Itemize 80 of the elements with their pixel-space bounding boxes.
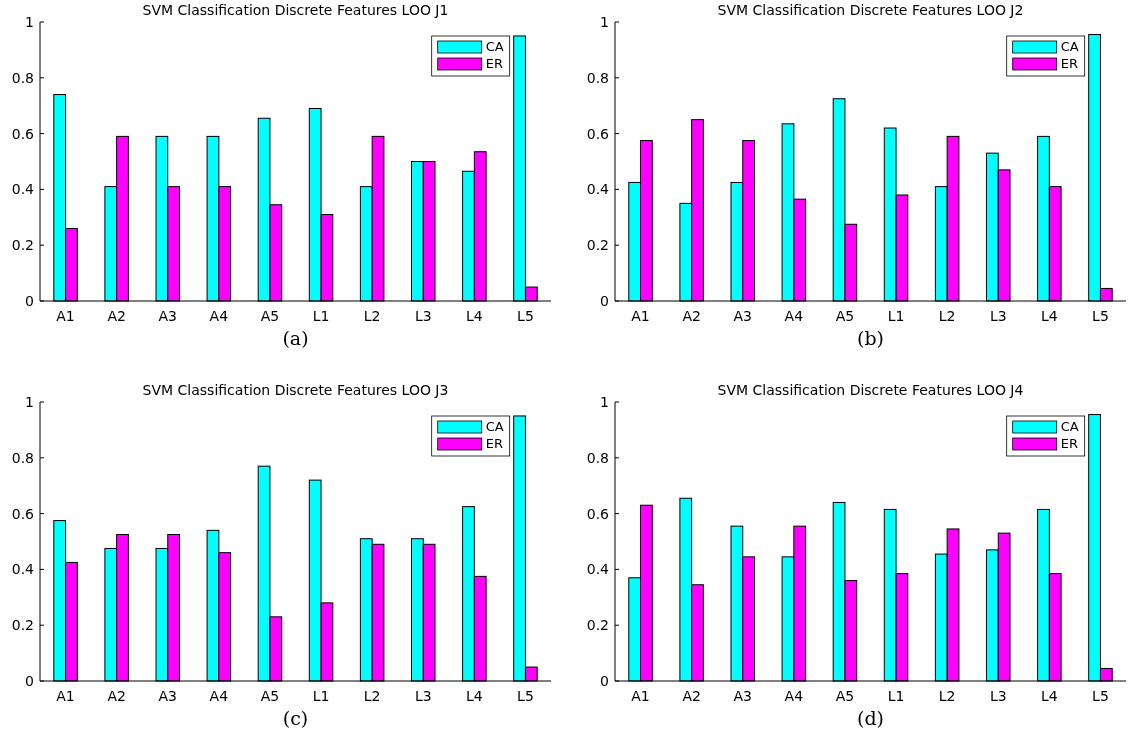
x-tick-label: L2 (363, 688, 381, 704)
text: (b) (857, 327, 884, 349)
text: (a) (282, 327, 309, 349)
x-tick-label: A5 (260, 308, 280, 324)
chart-title: SVM Classification Discrete Features LOO J1 (142, 2, 449, 18)
text: (c) (282, 707, 309, 729)
y-tick-label: 0.2 (586, 617, 609, 634)
x-tick-label: L1 (312, 688, 330, 704)
y-tick-label: 0 (25, 293, 34, 309)
x-tick-label: A3 (158, 308, 177, 324)
x-tick-label: L2 (938, 688, 956, 704)
x-tick-label: A4 (784, 688, 804, 704)
y-tick-label: 1 (25, 14, 34, 30)
legend-label: ER (485, 56, 503, 71)
x-tick-label: A5 (835, 308, 855, 324)
y-tick-label: 0.4 (11, 181, 35, 198)
y-tick-label: 0.4 (11, 561, 35, 578)
y-tick-label: 0.6 (586, 125, 610, 142)
x-tick-label: A4 (209, 308, 229, 324)
y-tick-label: 1 (25, 394, 34, 410)
y-tick-label: 0.8 (11, 69, 34, 86)
x-tick-label: L1 (887, 308, 905, 324)
legend-label: CA (1060, 39, 1079, 54)
x-tick-label: L2 (938, 308, 956, 324)
y-tick-label: 1 (600, 14, 609, 30)
chart-title: SVM Classification Discrete Features LOO J2 (717, 2, 1024, 18)
text: (d) (857, 707, 884, 729)
y-tick-label: 0.4 (586, 181, 610, 198)
y-tick-label: 0.6 (11, 125, 35, 142)
y-tick-label: 0.6 (586, 505, 610, 522)
legend-label: CA (485, 39, 504, 54)
y-tick-label: 0 (600, 673, 609, 689)
y-tick-label: 0.8 (11, 449, 34, 466)
y-tick-label: 0 (600, 293, 609, 309)
legend-label: ER (1060, 436, 1078, 451)
x-tick-label: A2 (107, 308, 126, 324)
x-tick-label: L2 (363, 308, 381, 324)
x-tick-label: L5 (1092, 308, 1109, 324)
y-tick-label: 0.2 (11, 237, 34, 254)
x-tick-label: L5 (517, 308, 534, 324)
x-tick-label: A4 (784, 308, 804, 324)
x-tick-label: A2 (682, 688, 701, 704)
x-tick-label: A1 (56, 688, 75, 704)
x-tick-label: A1 (631, 308, 650, 324)
y-tick-label: 0.4 (586, 561, 610, 578)
y-tick-label: 1 (600, 394, 609, 410)
x-tick-label: L3 (414, 688, 432, 704)
x-tick-label: L4 (465, 688, 483, 704)
x-tick-label: A2 (107, 688, 126, 704)
chart-title: SVM Classification Discrete Features LOO J3 (142, 382, 449, 398)
x-tick-label: L3 (414, 308, 432, 324)
legend-label: ER (1060, 56, 1078, 71)
y-tick-label: 0.8 (586, 69, 609, 86)
x-tick-label: A3 (733, 688, 752, 704)
legend-label: CA (485, 419, 504, 434)
y-tick-label: 0.2 (11, 617, 34, 634)
x-tick-label: L4 (465, 308, 483, 324)
chart-title: SVM Classification Discrete Features LOO J4 (717, 382, 1024, 398)
x-tick-label: A1 (631, 688, 650, 704)
y-tick-label: 0.8 (586, 449, 609, 466)
x-tick-label: L4 (1040, 688, 1058, 704)
x-tick-label: L1 (312, 308, 330, 324)
x-tick-label: A5 (835, 688, 855, 704)
y-tick-label: 0.6 (11, 505, 35, 522)
x-tick-label: L5 (1092, 688, 1109, 704)
legend-label: ER (485, 436, 503, 451)
x-tick-label: L1 (887, 688, 905, 704)
x-tick-label: L3 (989, 308, 1007, 324)
y-tick-label: 0 (25, 673, 34, 689)
legend-label: CA (1060, 419, 1079, 434)
x-tick-label: A4 (209, 688, 229, 704)
x-tick-label: A3 (733, 308, 752, 324)
x-tick-label: A2 (682, 308, 701, 324)
x-tick-label: A5 (260, 688, 280, 704)
x-tick-label: A1 (56, 308, 75, 324)
y-tick-label: 0.2 (586, 237, 609, 254)
x-tick-label: L4 (1040, 308, 1058, 324)
x-tick-label: A3 (158, 688, 177, 704)
x-tick-label: L3 (989, 688, 1007, 704)
x-tick-label: L5 (517, 688, 534, 704)
